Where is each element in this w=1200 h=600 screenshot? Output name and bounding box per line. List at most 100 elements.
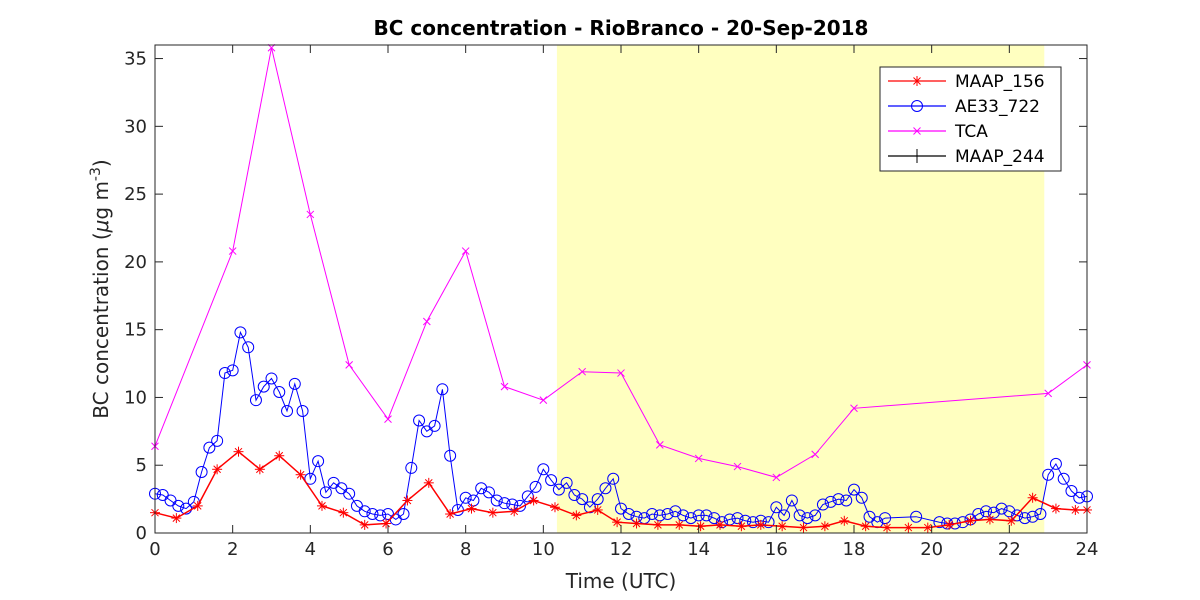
data-point-ae33-722 <box>987 506 1000 519</box>
data-point-maap-156-stroke <box>1007 516 1016 525</box>
data-point-tca <box>500 382 509 391</box>
data-point-ae33-722 <box>444 449 457 462</box>
data-point-ae33-722 <box>249 394 262 407</box>
data-point-ae33-722 <box>552 483 565 496</box>
y-axis-label-exponent: -3 <box>88 167 104 181</box>
data-point-tca-stroke <box>384 415 392 423</box>
data-point-ae33-722 <box>607 472 620 485</box>
legend-marker-maap-156-stroke <box>913 77 921 85</box>
x-tick-label: 6 <box>382 539 393 560</box>
data-point-ae33-722 <box>840 494 853 507</box>
data-point-ae33-722 <box>910 510 923 523</box>
data-point-ae33-722 <box>1049 457 1062 470</box>
data-point-maap-156-stroke <box>654 521 662 529</box>
data-point-tca-stroke <box>306 210 315 219</box>
data-point-ae33-722 <box>1026 510 1039 523</box>
data-point-tca <box>1044 389 1053 398</box>
data-point-ae33-722 <box>234 326 247 339</box>
data-point-tca-stroke <box>500 382 509 391</box>
data-point-ae33-722 <box>778 509 791 522</box>
data-point-maap-156 <box>274 450 285 461</box>
data-point-tca-stroke <box>811 450 820 459</box>
data-point-ae33-722 <box>677 509 690 522</box>
data-point-ae33-722 <box>560 476 573 489</box>
legend-label-maap-156: MAAP_156 <box>955 72 1045 92</box>
data-point-maap-156-stroke <box>234 447 243 456</box>
data-point-ae33-722 <box>1018 512 1031 525</box>
data-point-tca <box>733 462 742 471</box>
data-point-ae33-722 <box>374 509 387 522</box>
data-point-maap-156 <box>695 521 706 532</box>
data-point-maap-156 <box>295 469 306 480</box>
data-point-maap-156 <box>381 518 392 529</box>
data-point-maap-156 <box>571 510 582 521</box>
data-point-ae33-722 <box>708 512 721 525</box>
data-point-maap-156 <box>592 504 603 515</box>
data-point-maap-156-stroke <box>403 496 412 505</box>
data-point-ae33-722 <box>661 508 674 521</box>
data-point-maap-156-stroke <box>572 511 581 520</box>
data-point-maap-156 <box>755 519 766 530</box>
data-point-ae33-722 <box>397 508 410 521</box>
legend-label-ae33-722: AE33_722 <box>955 97 1040 117</box>
data-point-maap-156 <box>549 502 560 513</box>
data-point-ae33-722 <box>700 509 713 522</box>
data-point-maap-156 <box>1027 492 1038 503</box>
data-point-maap-156 <box>860 521 871 532</box>
data-point-maap-156 <box>674 519 685 530</box>
data-point-ae33-722 <box>824 495 837 508</box>
data-point-ae33-722 <box>576 493 589 506</box>
data-point-maap-156-stroke <box>923 523 932 532</box>
legend: MAAP_156 AE33_722 TCA MAAP_244 <box>879 66 1062 172</box>
x-tick-label: 4 <box>305 539 316 560</box>
data-point-tca-stroke <box>733 462 742 471</box>
data-point-maap-156-stroke <box>193 502 202 510</box>
data-point-ae33-722 <box>211 434 224 447</box>
data-point-maap-156 <box>1006 515 1017 526</box>
data-point-maap-156 <box>487 507 498 518</box>
data-point-maap-156-stroke <box>861 522 870 531</box>
data-point-maap-156-stroke <box>424 478 433 487</box>
data-point-tca <box>617 369 625 377</box>
data-point-ae33-722 <box>273 386 286 399</box>
data-point-maap-156 <box>652 519 663 530</box>
data-point-ae33-722 <box>809 509 822 522</box>
data-point-ae33-722 <box>622 508 635 521</box>
data-point-maap-156 <box>338 507 349 518</box>
data-point-ae33-722 <box>203 441 216 454</box>
y-axis-label-mu: μ <box>89 220 113 234</box>
legend-marker-maap-156 <box>912 76 922 86</box>
data-point-tca-stroke <box>1044 389 1053 398</box>
data-point-maap-156 <box>965 515 976 526</box>
data-point-maap-156-stroke <box>255 465 264 474</box>
y-tick-label: 5 <box>136 455 147 476</box>
data-point-maap-156-stroke <box>318 502 326 510</box>
data-point-maap-156 <box>212 464 223 475</box>
data-point-maap-156-stroke <box>675 521 684 529</box>
y-axis-label: BC concentration (μg m-3) <box>88 159 113 418</box>
data-point-tca-stroke <box>578 367 587 376</box>
data-point-maap-156-stroke <box>1028 493 1037 502</box>
data-point-maap-156 <box>171 513 182 524</box>
data-point-maap-156-stroke <box>904 523 913 532</box>
data-point-tca <box>345 361 354 369</box>
data-point-ae33-722 <box>832 493 845 506</box>
data-point-maap-156-stroke <box>213 465 221 474</box>
data-point-ae33-722 <box>428 419 441 432</box>
data-point-tca <box>772 473 781 482</box>
data-point-maap-156-stroke <box>632 519 641 528</box>
data-point-ae33-722 <box>684 512 697 525</box>
data-point-tca <box>578 367 587 376</box>
data-point-ae33-722 <box>288 377 301 390</box>
data-point-maap-156-stroke <box>446 510 454 518</box>
data-point-ae33-722 <box>475 482 488 495</box>
data-point-ae33-722 <box>312 455 325 468</box>
data-point-maap-156-stroke <box>986 515 994 524</box>
data-point-ae33-722 <box>343 487 356 500</box>
x-tick-label: 18 <box>843 539 866 560</box>
data-point-maap-156-stroke <box>339 508 348 517</box>
data-point-ae33-722 <box>257 380 270 393</box>
chart-title: BC concentration - RioBranco - 20-Sep-20… <box>374 16 869 40</box>
data-point-maap-156 <box>192 500 203 511</box>
